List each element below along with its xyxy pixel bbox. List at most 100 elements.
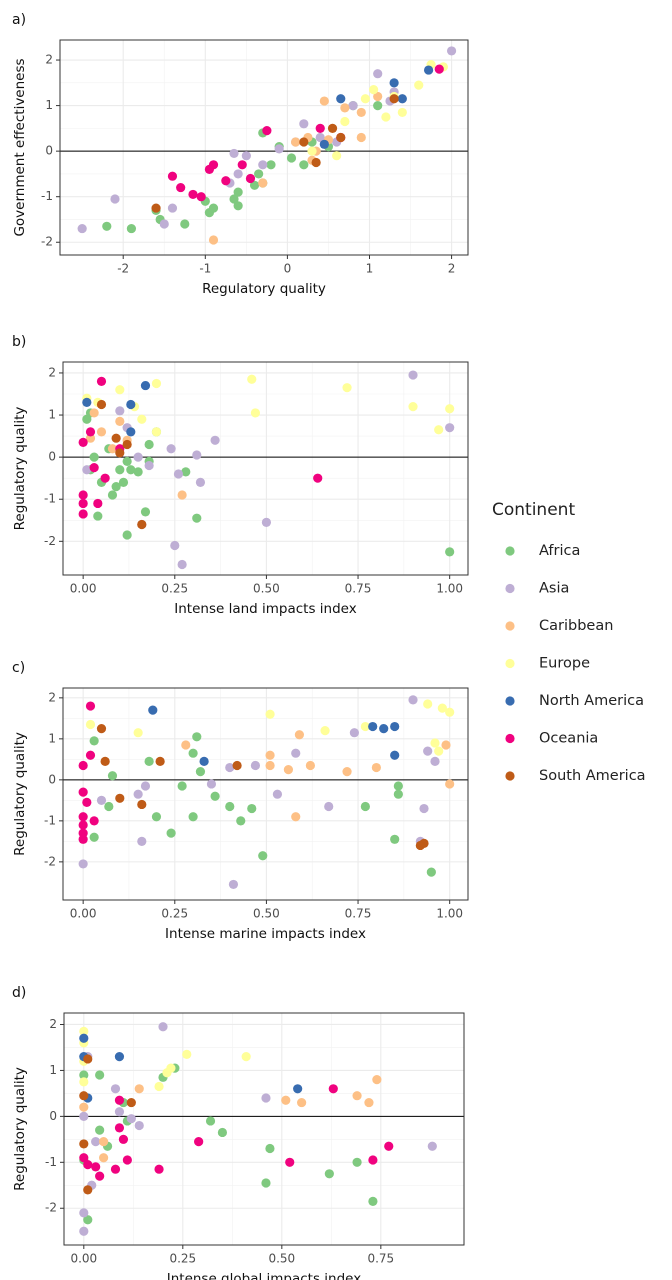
point [159, 219, 169, 229]
point [217, 1127, 228, 1138]
point [285, 1157, 295, 1167]
point [79, 1139, 89, 1149]
point [349, 728, 359, 738]
point [315, 123, 325, 133]
x-axis-label: Intense global impacts index [167, 1271, 362, 1280]
point [91, 1137, 101, 1147]
point [342, 383, 352, 393]
point [177, 781, 187, 791]
y-tick-label: 2 [49, 1017, 57, 1031]
point [188, 812, 198, 822]
point [166, 1063, 176, 1073]
point [188, 748, 198, 758]
point [206, 779, 217, 789]
point [166, 828, 176, 838]
point [423, 65, 434, 75]
point [225, 801, 235, 812]
legend-label: Caribbean [539, 618, 613, 634]
x-tick-label: 0.75 [345, 907, 372, 921]
panel-label: a) [12, 12, 26, 28]
point [247, 374, 257, 384]
point [83, 1160, 93, 1170]
point [181, 740, 191, 750]
point [167, 171, 178, 181]
point [261, 1093, 271, 1103]
point [133, 728, 143, 738]
point [115, 416, 125, 426]
point [79, 1226, 89, 1236]
point [122, 456, 132, 466]
point [134, 1084, 144, 1094]
point [91, 1162, 101, 1172]
point [261, 1178, 271, 1188]
point [79, 1033, 89, 1043]
panel: 0.00 0.25 0.50 0.75 1.00 -2 -1 0 1 2 b) Intense lan… [12, 334, 469, 617]
point [110, 194, 120, 204]
point [414, 80, 424, 90]
point [249, 180, 260, 190]
point [82, 797, 92, 808]
point [154, 1081, 164, 1092]
point [371, 762, 381, 773]
point [286, 153, 297, 163]
point [180, 219, 190, 229]
point [283, 765, 294, 775]
y-axis-label: Regulatory quality [12, 1067, 28, 1191]
point [397, 107, 407, 118]
x-tick-label: 0.50 [253, 582, 280, 596]
point [379, 723, 389, 734]
point [126, 223, 137, 234]
point [89, 832, 99, 842]
point [79, 1102, 89, 1112]
y-tick-label: 1 [49, 1063, 57, 1077]
point [364, 1097, 374, 1108]
point [85, 719, 96, 730]
point [397, 94, 407, 104]
point [83, 1185, 93, 1195]
point [126, 465, 136, 475]
point [265, 750, 275, 760]
point [133, 467, 143, 477]
point [78, 820, 88, 830]
x-axis-label: Intense land impacts index [174, 601, 356, 617]
point [210, 791, 220, 801]
point [99, 1153, 109, 1163]
point [166, 444, 176, 454]
point [336, 94, 346, 104]
y-tick-label: -2 [44, 534, 56, 548]
point [319, 96, 329, 106]
point [265, 709, 275, 719]
y-tick-label: 2 [45, 53, 53, 67]
point [93, 511, 103, 521]
point [77, 223, 87, 234]
point [177, 490, 187, 500]
point [144, 460, 154, 471]
point [122, 439, 132, 450]
point [434, 425, 444, 435]
point [294, 730, 305, 740]
point [137, 414, 147, 424]
point [368, 721, 378, 732]
x-tick-label: 0.25 [161, 582, 188, 596]
point [437, 703, 447, 713]
x-tick-label: 0.75 [367, 1252, 394, 1266]
point [236, 816, 246, 826]
point [89, 463, 99, 473]
legend-title: Continent [492, 500, 575, 520]
point [115, 793, 125, 803]
point [144, 756, 154, 767]
point [265, 760, 275, 771]
x-tick-label: 0.00 [70, 582, 97, 596]
point [229, 148, 239, 159]
point [126, 427, 136, 437]
panel-label: c) [12, 660, 25, 676]
point [78, 498, 88, 509]
point [182, 1049, 192, 1059]
y-tick-label: -1 [44, 492, 56, 506]
point [258, 160, 268, 170]
point [291, 748, 301, 758]
point [133, 789, 143, 799]
point [79, 1091, 89, 1101]
point [419, 803, 429, 814]
